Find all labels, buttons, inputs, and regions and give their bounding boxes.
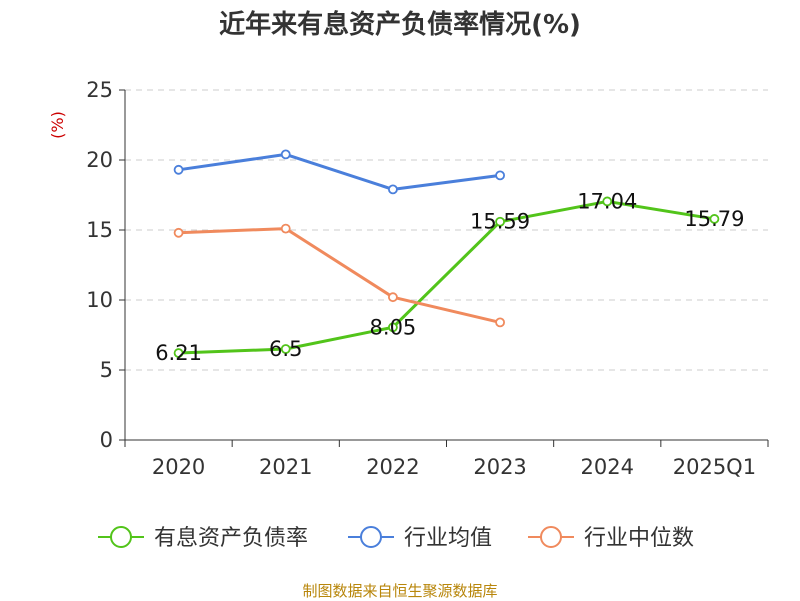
data-label: 17.04 [577,189,637,213]
data-point [495,170,505,181]
data-point [173,348,184,358]
legend-label: 有息资产负债率 [154,526,308,551]
data-point [709,214,720,224]
data-point [495,216,505,227]
data-point [388,184,398,195]
series-line [178,152,501,191]
gridlines [125,89,768,371]
legend-marker [540,526,562,548]
y-tick-label: 10 [86,288,113,312]
axes: 0 5 10 15 20 25 2020 2021 2022 2023 2024 2025Q1 [86,78,769,479]
legend-marker [110,526,132,548]
data-point [173,164,184,175]
data-label: 6.5 [269,337,302,361]
data-point [173,227,184,238]
x-tick-label: 2022 [366,455,419,479]
data-point [280,149,291,160]
data-point [495,317,505,328]
legend-marker [360,526,382,548]
x-tick-label: 2020 [152,455,205,479]
data-label: 6.21 [155,341,202,365]
data-point [280,223,291,234]
data-point [602,196,613,207]
data-point [388,292,398,303]
x-tick-label: 2023 [473,455,526,479]
y-unit-label: (%) [48,111,67,139]
legend: 有息资产负债率 行业均值 行业中位数 [98,526,694,551]
legend-label: 行业均值 [404,526,492,551]
series-line [178,199,715,355]
series-line [178,227,501,324]
data-point [280,344,291,354]
x-tick-label: 2021 [259,455,312,479]
data-label: 15.79 [684,207,744,231]
x-tick-label: 2024 [581,455,634,479]
data-label: 15.59 [470,210,530,234]
y-tick-label: 15 [86,218,113,242]
y-tick-label: 25 [86,78,113,102]
y-tick-label: 20 [86,148,113,172]
data-label: 8.05 [370,315,417,339]
data-point [388,322,398,333]
x-tick-label: 2025Q1 [673,455,756,479]
chart-title: 近年来有息资产负债率情况(%) [219,10,581,40]
y-tick-label: 0 [100,428,113,452]
series-group: 6.21 6.5 8.05 15.59 17.04 15.79 [155,149,744,365]
legend-label: 行业中位数 [584,526,694,551]
y-tick-label: 5 [100,358,113,382]
source-footer: 制图数据来自恒生聚源数据库 [302,582,498,600]
